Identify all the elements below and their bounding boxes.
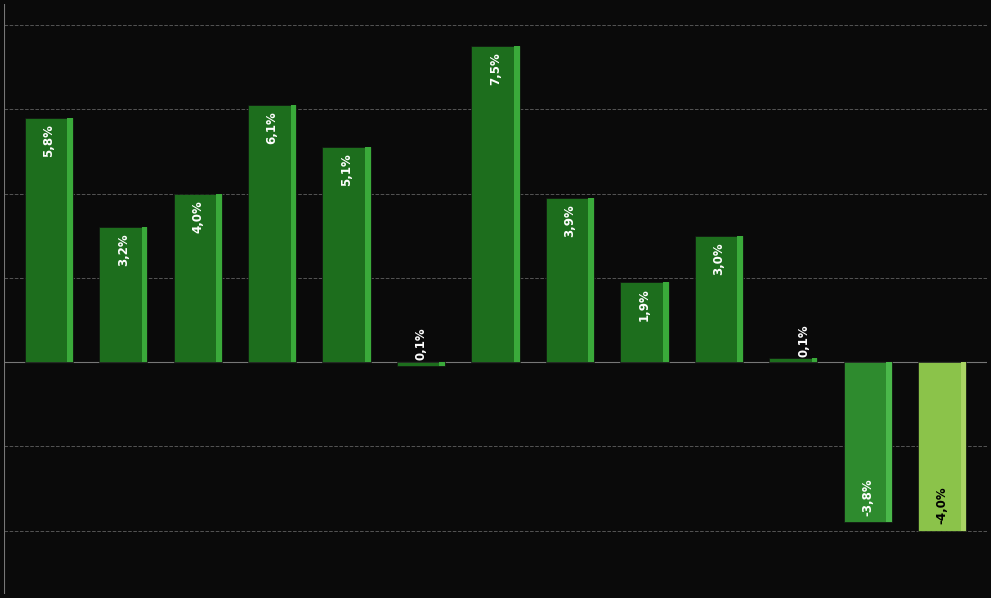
Bar (322, 147, 371, 362)
Text: 6,1%: 6,1% (266, 112, 278, 144)
Bar (737, 236, 743, 362)
Text: 3,9%: 3,9% (564, 205, 577, 237)
Bar (396, 362, 445, 367)
Bar (918, 362, 966, 530)
Bar (843, 362, 892, 522)
Bar (960, 362, 966, 530)
Bar (248, 105, 296, 362)
Text: -4,0%: -4,0% (936, 487, 948, 524)
Bar (589, 198, 595, 362)
Text: 3,0%: 3,0% (713, 242, 725, 274)
Text: 5,1%: 5,1% (340, 154, 353, 187)
Bar (439, 362, 445, 367)
Bar (514, 46, 519, 362)
Text: 4,0%: 4,0% (191, 200, 204, 233)
Bar (142, 227, 148, 362)
Bar (769, 358, 818, 362)
Text: 0,1%: 0,1% (414, 328, 427, 360)
Text: 7,5%: 7,5% (489, 53, 502, 86)
Bar (546, 198, 595, 362)
Bar (886, 362, 892, 522)
Bar (67, 118, 73, 362)
Bar (290, 105, 296, 362)
Bar (663, 282, 669, 362)
Text: 5,8%: 5,8% (43, 124, 55, 157)
Text: -3,8%: -3,8% (861, 478, 874, 516)
Bar (695, 236, 743, 362)
Text: 1,9%: 1,9% (638, 288, 651, 321)
Bar (216, 194, 222, 362)
Bar (173, 194, 222, 362)
Text: 0,1%: 0,1% (797, 325, 810, 357)
Bar (620, 282, 669, 362)
Bar (365, 147, 371, 362)
Text: 3,2%: 3,2% (117, 234, 130, 266)
Bar (99, 227, 148, 362)
Bar (472, 46, 519, 362)
Bar (25, 118, 73, 362)
Bar (812, 358, 818, 362)
